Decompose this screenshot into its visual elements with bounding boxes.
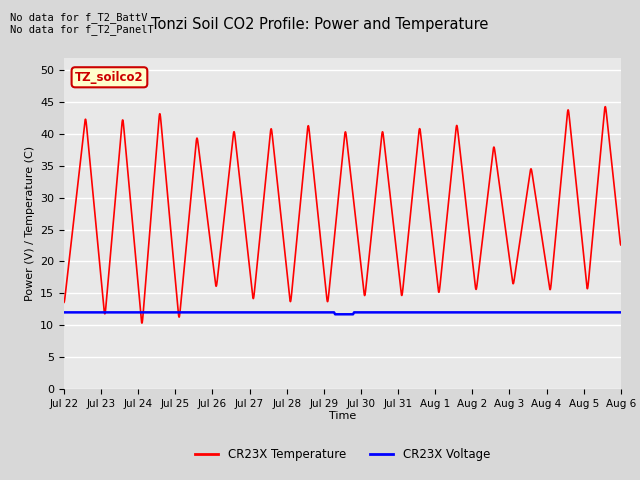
X-axis label: Time: Time <box>329 411 356 421</box>
Text: Tonzi Soil CO2 Profile: Power and Temperature: Tonzi Soil CO2 Profile: Power and Temper… <box>151 17 489 32</box>
Text: TZ_soilco2: TZ_soilco2 <box>75 71 144 84</box>
Text: No data for f_T2_BattV
No data for f_T2_PanelT: No data for f_T2_BattV No data for f_T2_… <box>10 12 154 36</box>
Legend: CR23X Temperature, CR23X Voltage: CR23X Temperature, CR23X Voltage <box>190 443 495 466</box>
Y-axis label: Power (V) / Temperature (C): Power (V) / Temperature (C) <box>24 145 35 301</box>
